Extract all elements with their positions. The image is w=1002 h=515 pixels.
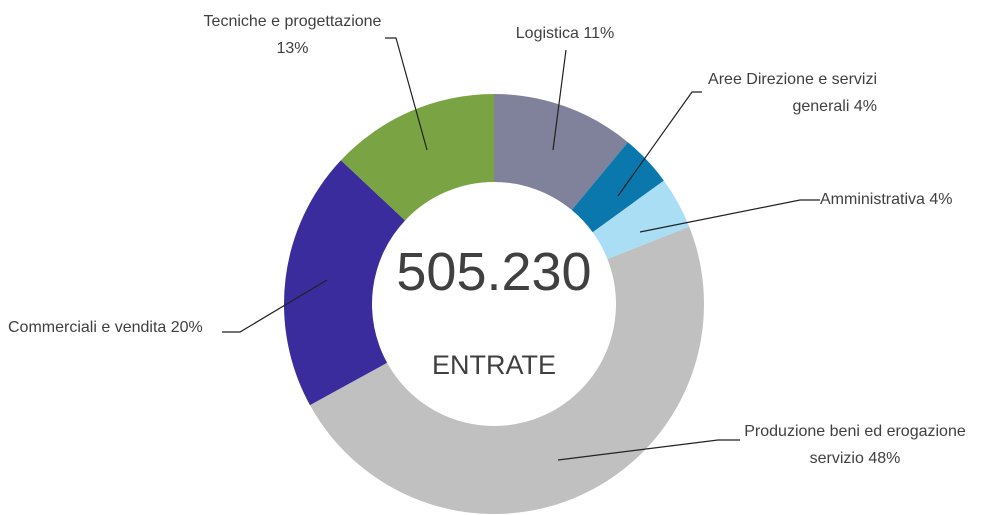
leader-line: [557, 439, 740, 461]
slice-label: Aree Direzione e servizi generali 4%: [695, 66, 877, 120]
slice-label: Tecniche e progettazione 13%: [195, 8, 390, 62]
category-name: Amministrativa: [820, 191, 925, 208]
value-label: 20%: [170, 319, 203, 336]
value-label: 11%: [583, 25, 615, 42]
value-label: 4%: [929, 191, 953, 208]
leader-line: [639, 199, 820, 233]
category-name: Commerciali e vendita: [8, 319, 167, 336]
value-label: 4%: [853, 98, 877, 115]
category-name: Tecniche e progettazione: [203, 13, 382, 30]
category-name: Logistica: [515, 25, 579, 42]
leader-line: [222, 279, 328, 333]
donut-slice: [340, 94, 494, 221]
center-label: ENTRATE: [432, 350, 556, 380]
leader-line: [617, 91, 702, 197]
category-name: Aree Direzione e servizi generali: [708, 71, 877, 115]
value-label: 13%: [276, 40, 309, 57]
center-value: 505.230: [396, 242, 591, 302]
slice-label: Commerciali e vendita 20%: [8, 314, 223, 341]
leader-line: [552, 49, 567, 151]
slice-label: Produzione beni ed erogazione servizio 4…: [730, 418, 980, 472]
category-name: Produzione beni ed erogazione servizio: [744, 423, 966, 467]
slice-label: Amministrativa 4%: [820, 186, 1002, 213]
leader-line: [385, 37, 428, 151]
value-label: 48%: [868, 450, 901, 467]
donut-slice: [592, 180, 690, 260]
donut-slice: [284, 160, 406, 406]
donut-slice: [309, 226, 704, 515]
slice-label: Logistica 11%: [470, 20, 660, 47]
donut-slice: [494, 94, 628, 210]
